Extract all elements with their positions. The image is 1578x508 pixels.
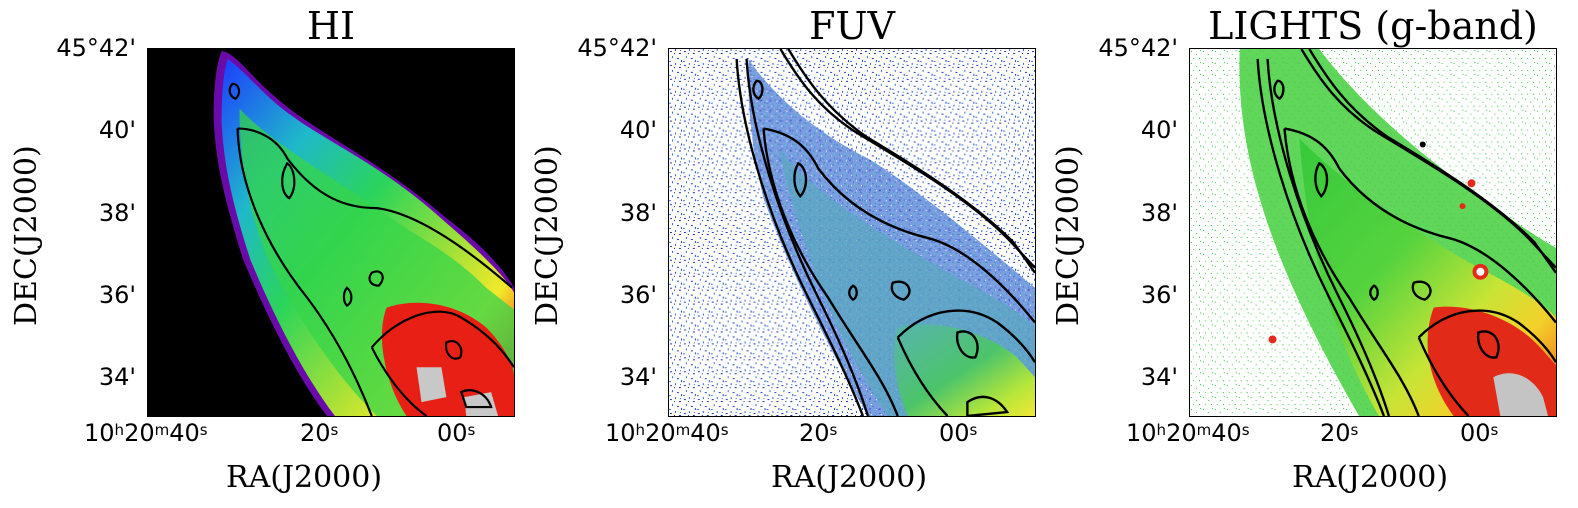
panel-fuv: FUV 45°42' 40' 38' 36' 34' 10h20m40s 20s… xyxy=(521,0,1041,508)
xtick-label: 20s xyxy=(1320,419,1359,447)
y-axis-label: DEC(J2000) xyxy=(530,145,565,326)
xtick-seconds: 20 xyxy=(300,419,331,447)
x-axis-label: RA(J2000) xyxy=(771,460,928,495)
ytick-label: 34' xyxy=(98,363,136,391)
y-axis-label: DEC(J2000) xyxy=(9,145,44,326)
ytick-label: 36' xyxy=(1140,281,1178,309)
xtick-minutes: 20 xyxy=(645,419,676,447)
panel-hi: HI 45°42' 40' 38' 36' 34' 10h20m40s 20s … xyxy=(0,0,520,508)
ytick-label: 38' xyxy=(619,199,657,227)
y-axis-label: DEC(J2000) xyxy=(1051,145,1086,326)
xtick-seconds: 20 xyxy=(799,419,830,447)
ytick-label: 45°42' xyxy=(577,34,657,62)
ytick-label: 36' xyxy=(98,281,136,309)
xtick-label: 10h20m40s xyxy=(84,419,208,447)
ytick-label: 40' xyxy=(98,116,136,144)
xtick-seconds: 00 xyxy=(939,419,970,447)
xtick-seconds: 40 xyxy=(690,419,721,447)
ytick-label: 36' xyxy=(619,281,657,309)
panel-title: LIGHTS (g-band) xyxy=(1208,4,1538,48)
ytick-label: 45°42' xyxy=(1098,34,1178,62)
x-axis-label: RA(J2000) xyxy=(1292,460,1449,495)
ytick-label: 34' xyxy=(619,363,657,391)
ytick-label: 38' xyxy=(98,199,136,227)
fuv-image xyxy=(668,48,1036,417)
xtick-label: 00s xyxy=(1460,419,1499,447)
ytick-label: 40' xyxy=(1140,116,1178,144)
ytick-label: 40' xyxy=(619,116,657,144)
xtick-minutes: 20 xyxy=(1166,419,1197,447)
xtick-label: 00s xyxy=(437,419,476,447)
xtick-seconds: 40 xyxy=(169,419,200,447)
ytick-label: 34' xyxy=(1140,363,1178,391)
xtick-label: 10h20m40s xyxy=(1126,419,1250,447)
lights-image xyxy=(1189,48,1557,417)
xtick-hours: 10 xyxy=(84,419,115,447)
xtick-hours: 10 xyxy=(1126,419,1157,447)
xtick-seconds: 20 xyxy=(1320,419,1351,447)
xtick-hours: 10 xyxy=(605,419,636,447)
panel-title: HI xyxy=(306,4,356,48)
xtick-seconds: 00 xyxy=(437,419,468,447)
hi-map xyxy=(148,49,514,416)
hi-image xyxy=(147,48,515,417)
xtick-minutes: 20 xyxy=(124,419,155,447)
ytick-label: 38' xyxy=(1140,199,1178,227)
xtick-seconds: 00 xyxy=(1460,419,1491,447)
xtick-label: 10h20m40s xyxy=(605,419,729,447)
x-axis-label: RA(J2000) xyxy=(226,460,383,495)
xtick-label: 20s xyxy=(300,419,339,447)
fuv-map xyxy=(669,49,1035,416)
lights-map xyxy=(1190,49,1556,416)
xtick-label: 00s xyxy=(939,419,978,447)
ytick-label: 45°42' xyxy=(56,34,136,62)
xtick-seconds: 40 xyxy=(1211,419,1242,447)
panel-title: FUV xyxy=(809,4,895,48)
panel-lights: LIGHTS (g-band) 45°42' 40' 38' 36' 34' 1… xyxy=(1042,0,1562,508)
xtick-label: 20s xyxy=(799,419,838,447)
